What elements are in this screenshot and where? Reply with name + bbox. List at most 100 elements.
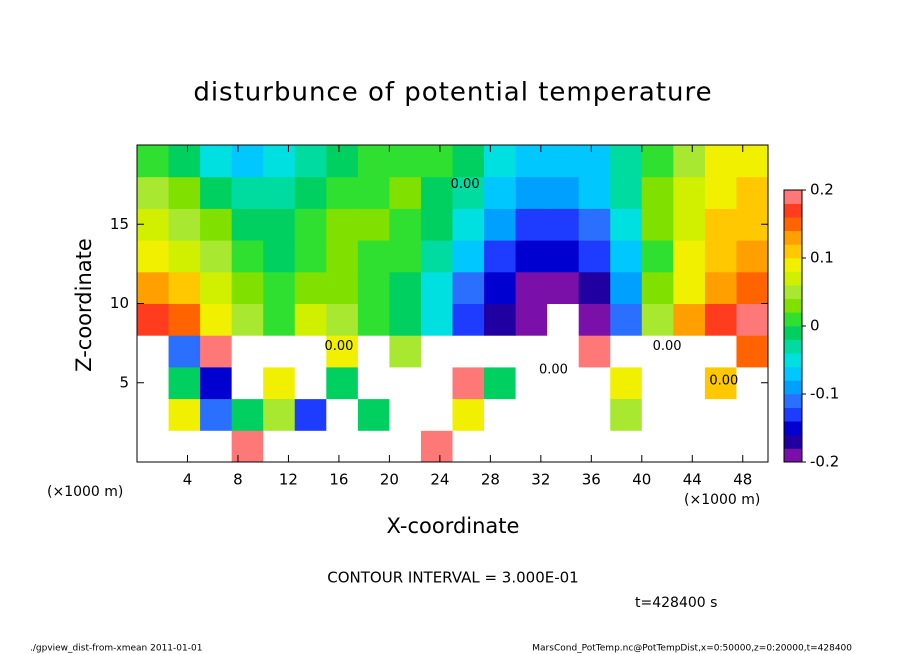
cell bbox=[736, 145, 769, 178]
colorbar-band bbox=[784, 380, 802, 395]
cell bbox=[200, 398, 233, 431]
cell bbox=[263, 366, 296, 400]
cell bbox=[452, 430, 485, 463]
cell bbox=[357, 208, 390, 241]
cell bbox=[168, 303, 201, 336]
y-tick-label: 5 bbox=[119, 373, 129, 391]
colorbar-band bbox=[784, 353, 802, 368]
footer-left: ./gpview_dist-from-xmean 2011-01-01 bbox=[30, 644, 202, 654]
colorbar-band bbox=[784, 366, 802, 381]
cell bbox=[673, 208, 706, 241]
cell bbox=[452, 208, 485, 241]
cell bbox=[547, 430, 580, 463]
cell bbox=[326, 145, 359, 178]
cell bbox=[168, 335, 201, 368]
cell bbox=[168, 271, 201, 304]
x-axis-label: X-coordinate bbox=[387, 514, 520, 538]
cell bbox=[200, 240, 233, 273]
x-tick-label: 16 bbox=[329, 471, 348, 489]
cell bbox=[673, 240, 706, 273]
cell bbox=[578, 145, 611, 178]
cell bbox=[326, 176, 359, 209]
cell bbox=[610, 366, 643, 400]
cell bbox=[200, 366, 233, 400]
contour-label: 0.00 bbox=[539, 363, 568, 378]
colorbar-band bbox=[784, 190, 802, 204]
cell bbox=[673, 176, 706, 209]
cell bbox=[736, 303, 769, 336]
cell bbox=[452, 366, 485, 400]
colorbar-band bbox=[784, 312, 802, 327]
cell bbox=[168, 430, 201, 463]
cell bbox=[263, 208, 296, 241]
cell bbox=[673, 366, 706, 400]
cell bbox=[326, 271, 359, 304]
cell bbox=[420, 145, 453, 178]
cell bbox=[420, 208, 453, 241]
cell bbox=[547, 176, 580, 209]
cell bbox=[357, 145, 390, 178]
cell bbox=[137, 176, 170, 209]
cell bbox=[200, 430, 233, 463]
cell bbox=[673, 271, 706, 304]
x-unit: (×1000 m) bbox=[684, 492, 760, 508]
cell bbox=[326, 430, 359, 463]
cell bbox=[547, 208, 580, 241]
colorbar-band bbox=[784, 258, 802, 272]
contour-label: 0.00 bbox=[653, 339, 682, 354]
cell bbox=[452, 303, 485, 336]
x-tick-label: 8 bbox=[233, 471, 243, 489]
cell bbox=[610, 271, 643, 304]
cell bbox=[704, 303, 737, 336]
cell bbox=[673, 335, 706, 368]
cell bbox=[200, 303, 233, 336]
cell bbox=[231, 271, 264, 304]
cell bbox=[673, 430, 706, 463]
cell bbox=[420, 303, 453, 336]
colorbar-tick-label: -0.1 bbox=[810, 385, 839, 403]
cell bbox=[137, 145, 170, 178]
cell bbox=[231, 208, 264, 241]
cell bbox=[389, 398, 422, 431]
cell bbox=[263, 271, 296, 304]
cell bbox=[641, 335, 674, 368]
cell bbox=[137, 430, 170, 463]
colorbar-band bbox=[784, 394, 802, 408]
cell bbox=[326, 398, 359, 431]
y-tick-label: 10 bbox=[110, 294, 129, 312]
cell bbox=[547, 366, 580, 400]
footer-right: MarsCond_PotTemp.nc@PotTempDist,x=0:5000… bbox=[532, 644, 852, 654]
cell bbox=[200, 335, 233, 368]
x-tick-label: 12 bbox=[279, 471, 298, 489]
cell bbox=[452, 271, 485, 304]
cell bbox=[704, 145, 737, 178]
cell bbox=[484, 430, 517, 463]
cell bbox=[357, 271, 390, 304]
x-tick-label: 36 bbox=[582, 471, 601, 489]
cell bbox=[736, 335, 769, 368]
cell bbox=[641, 240, 674, 273]
cell bbox=[736, 430, 769, 463]
cell bbox=[578, 240, 611, 273]
cell bbox=[704, 398, 737, 431]
contour-label: 0.00 bbox=[709, 374, 738, 389]
cell bbox=[168, 145, 201, 178]
cell bbox=[704, 271, 737, 304]
cell bbox=[263, 176, 296, 209]
x-unit: (×1000 m) bbox=[47, 484, 123, 500]
cell bbox=[389, 145, 422, 178]
cell bbox=[515, 208, 548, 241]
cell bbox=[641, 303, 674, 336]
cell bbox=[263, 335, 296, 368]
cell bbox=[673, 398, 706, 431]
cell bbox=[484, 176, 517, 209]
cell bbox=[231, 398, 264, 431]
cell bbox=[736, 398, 769, 431]
cell bbox=[137, 303, 170, 336]
cell bbox=[704, 176, 737, 209]
colorbar-band bbox=[784, 434, 802, 449]
cell bbox=[389, 208, 422, 241]
cell bbox=[389, 366, 422, 400]
cell bbox=[137, 398, 170, 431]
